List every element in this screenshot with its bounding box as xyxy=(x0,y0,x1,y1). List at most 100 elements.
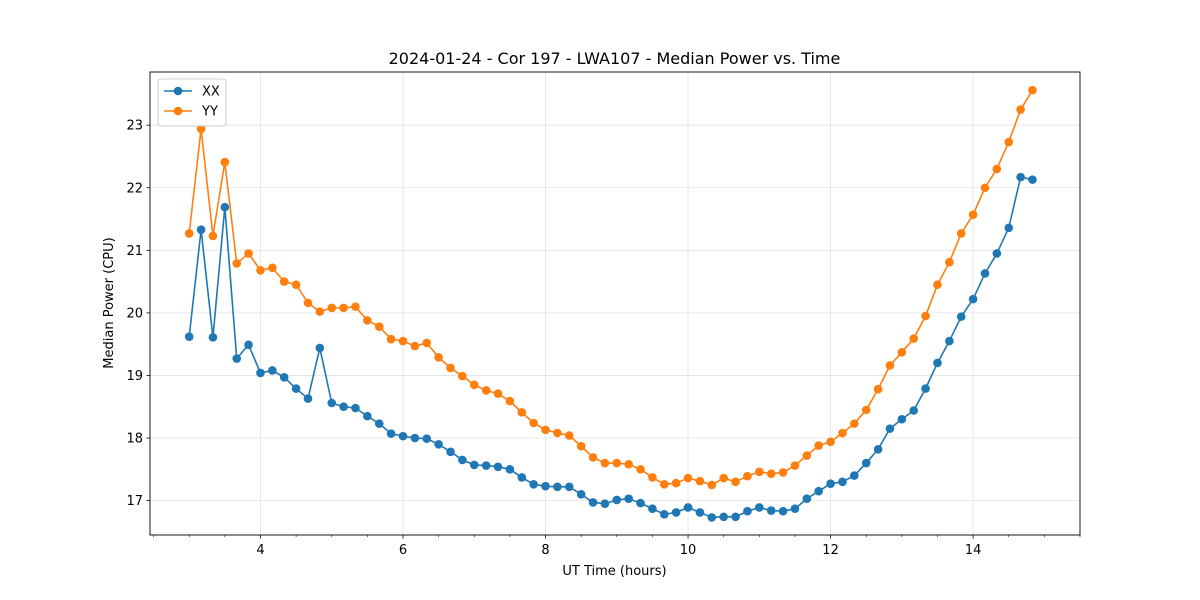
x-tick-label: 12 xyxy=(822,543,839,558)
axes-frame xyxy=(149,71,1081,536)
data-point-xx xyxy=(386,429,396,438)
data-point-yy xyxy=(909,334,919,343)
y-tick-label: 17 xyxy=(126,494,143,509)
data-point-yy xyxy=(291,280,301,290)
legend-label-xx: XX xyxy=(202,85,220,100)
data-point-xx xyxy=(184,332,194,341)
data-point-xx xyxy=(600,499,610,509)
data-point-xx xyxy=(541,481,550,491)
data-point-xx xyxy=(755,503,764,512)
x-tick-label: 6 xyxy=(399,543,407,558)
legend-marker-yy xyxy=(173,106,183,116)
data-point-xx xyxy=(624,494,633,504)
legend-label-yy: YY xyxy=(201,105,218,120)
data-point-yy xyxy=(600,458,610,468)
data-point-yy xyxy=(897,348,907,357)
data-point-yy xyxy=(707,480,717,490)
data-point-xx xyxy=(660,510,669,519)
data-point-xx xyxy=(374,419,384,428)
data-point-yy xyxy=(208,231,218,241)
data-point-yy xyxy=(885,361,895,370)
data-point-xx xyxy=(707,513,717,522)
data-point-xx xyxy=(648,504,657,514)
data-point-xx xyxy=(315,343,325,353)
data-point-yy xyxy=(268,263,277,273)
data-point-yy xyxy=(553,428,562,438)
data-point-xx xyxy=(743,506,752,516)
data-point-xx xyxy=(220,202,230,212)
data-point-xx xyxy=(469,460,479,470)
data-point-xx xyxy=(945,336,954,346)
data-point-yy xyxy=(196,124,206,134)
data-point-xx xyxy=(553,482,562,492)
data-point-yy xyxy=(339,303,348,313)
data-point-yy xyxy=(648,473,657,482)
data-point-xx xyxy=(529,480,538,489)
data-point-yy xyxy=(588,453,598,462)
data-point-yy xyxy=(956,229,966,238)
data-point-xx xyxy=(790,504,800,514)
data-point-yy xyxy=(980,183,990,193)
x-tick-label: 4 xyxy=(256,543,264,558)
data-point-xx xyxy=(363,411,372,421)
x-tick-label: 8 xyxy=(541,543,549,558)
data-point-yy xyxy=(933,280,942,290)
data-point-yy xyxy=(850,419,859,428)
data-point-yy xyxy=(232,259,242,268)
data-point-yy xyxy=(968,210,978,219)
data-point-xx xyxy=(398,431,408,441)
data-point-xx xyxy=(517,473,527,482)
data-point-xx xyxy=(410,433,420,443)
data-point-yy xyxy=(386,334,396,344)
data-point-xx xyxy=(885,424,895,433)
data-point-xx xyxy=(291,384,301,393)
data-point-xx xyxy=(731,512,740,522)
data-point-yy xyxy=(731,477,740,487)
data-point-yy xyxy=(695,476,705,486)
data-point-yy xyxy=(398,336,408,346)
data-point-xx xyxy=(422,434,432,443)
data-point-xx xyxy=(208,332,218,342)
data-point-xx xyxy=(196,225,206,234)
data-point-xx xyxy=(339,402,348,412)
data-point-xx xyxy=(303,394,313,403)
data-point-yy xyxy=(945,257,954,267)
data-point-xx xyxy=(778,506,788,516)
data-point-yy xyxy=(1016,105,1025,114)
data-point-yy xyxy=(458,371,467,381)
data-point-yy xyxy=(446,363,455,373)
data-point-yy xyxy=(256,266,265,275)
data-point-xx xyxy=(850,471,859,480)
data-point-yy xyxy=(529,418,538,428)
data-point-xx xyxy=(861,458,871,468)
data-point-xx xyxy=(505,465,515,474)
data-point-xx xyxy=(493,462,503,472)
data-point-xx xyxy=(838,477,847,487)
data-point-xx xyxy=(897,414,907,424)
y-tick-label: 23 xyxy=(126,119,143,134)
data-point-yy xyxy=(481,386,491,395)
data-point-xx xyxy=(980,269,990,278)
data-point-xx xyxy=(434,439,443,449)
data-point-xx xyxy=(933,358,942,368)
data-point-xx xyxy=(1004,223,1014,233)
y-tick-label: 20 xyxy=(126,306,143,321)
data-point-yy xyxy=(766,469,776,478)
data-point-xx xyxy=(232,354,242,363)
data-point-yy xyxy=(363,316,372,325)
legend-marker-xx xyxy=(173,86,183,96)
data-point-yy xyxy=(410,341,420,351)
data-point-xx xyxy=(279,373,289,382)
data-point-xx xyxy=(256,368,265,378)
data-point-yy xyxy=(244,249,253,258)
data-point-yy xyxy=(778,468,788,477)
data-point-yy xyxy=(564,431,574,440)
data-point-yy xyxy=(838,428,847,438)
y-tick-label: 21 xyxy=(126,244,143,259)
data-point-xx xyxy=(564,482,574,492)
data-point-yy xyxy=(505,396,515,406)
data-point-yy xyxy=(374,322,384,331)
data-point-yy xyxy=(303,298,313,308)
data-point-yy xyxy=(434,353,443,362)
